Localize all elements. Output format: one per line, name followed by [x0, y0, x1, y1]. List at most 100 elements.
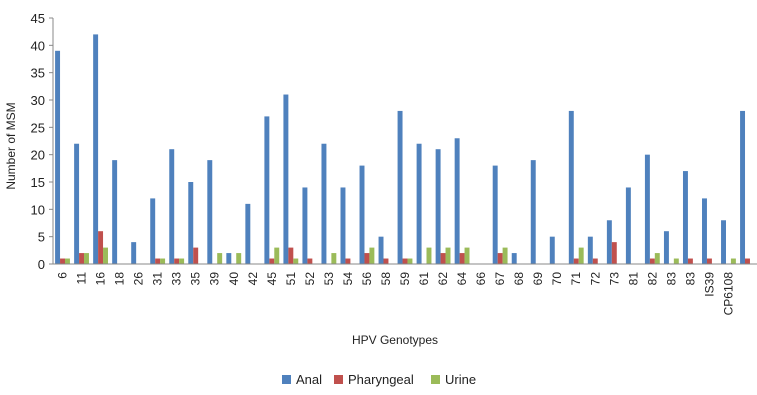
y-tick-label: 10 — [31, 202, 45, 217]
bar-anal-17 — [379, 237, 384, 264]
y-tick-label: 45 — [31, 11, 45, 26]
x-tick-label: 53 — [322, 272, 336, 286]
bar-anal-36 — [740, 111, 745, 264]
bar-urine-20 — [446, 248, 451, 264]
bar-urine-5 — [160, 259, 165, 264]
x-tick-label: 35 — [189, 272, 203, 286]
bar-anal-28 — [588, 237, 593, 264]
bar-urine-21 — [465, 248, 470, 264]
bar-anal-15 — [341, 187, 346, 264]
bar-urine-18 — [407, 259, 412, 264]
bar-urine-8 — [217, 253, 222, 264]
legend-swatch-pharyngeal — [334, 375, 343, 384]
bar-urine-35 — [731, 259, 736, 264]
x-tick-label: 83 — [683, 272, 697, 286]
x-tick-label: 52 — [303, 272, 317, 286]
bar-urine-12 — [293, 259, 298, 264]
x-tick-label: 64 — [455, 272, 469, 286]
x-tick-label: 16 — [94, 272, 108, 286]
bar-pharyngeal-21 — [460, 253, 465, 264]
bar-pharyngeal-6 — [174, 259, 179, 264]
bar-anal-11 — [264, 116, 269, 264]
bar-anal-35 — [721, 220, 726, 264]
bar-pharyngeal-11 — [269, 259, 274, 264]
x-tick-label: 6 — [56, 272, 70, 279]
x-tick-label: 51 — [284, 272, 298, 286]
bar-anal-12 — [283, 95, 288, 264]
y-tick-label: 5 — [38, 230, 45, 245]
x-tick-label: 11 — [75, 272, 89, 285]
bar-pharyngeal-1 — [79, 253, 84, 264]
y-tick-label: 15 — [31, 175, 45, 190]
bar-urine-19 — [427, 248, 432, 264]
bar-urine-23 — [503, 248, 508, 264]
bar-urine-0 — [65, 259, 70, 264]
bar-anal-21 — [455, 138, 460, 264]
bar-pharyngeal-28 — [593, 259, 598, 264]
bar-anal-24 — [512, 253, 517, 264]
bar-anal-9 — [226, 253, 231, 264]
x-tick-labels: 6 11 16 18 26 31 33 35 39 40 42 45 51 52 53 54 56 58 59 61 6… — [56, 272, 736, 316]
bar-pharyngeal-12 — [288, 248, 293, 264]
bar-anal-2 — [93, 34, 98, 264]
bar-urine-9 — [236, 253, 241, 264]
y-tick-label: 35 — [31, 66, 45, 81]
bar-anal-34 — [702, 198, 707, 264]
x-tick-label: 72 — [588, 272, 602, 286]
x-tick-label: 67 — [493, 272, 507, 286]
bar-pharyngeal-27 — [574, 259, 579, 264]
x-tick-label: 61 — [417, 272, 431, 286]
bar-anal-10 — [245, 204, 250, 264]
x-tick-label: 73 — [607, 272, 621, 286]
bar-anal-1 — [74, 144, 79, 264]
bar-anal-7 — [188, 182, 193, 264]
bar-urine-16 — [369, 248, 374, 264]
bar-pharyngeal-15 — [345, 259, 350, 264]
legend-label-anal: Anal — [296, 372, 322, 387]
x-tick-label: 39 — [208, 272, 222, 286]
x-tick-label: 33 — [170, 272, 184, 286]
bar-urine-14 — [331, 253, 336, 264]
bar-anal-19 — [417, 144, 422, 264]
bar-anal-25 — [531, 160, 536, 264]
bar-anal-33 — [683, 171, 688, 264]
x-tick-label: IS39 — [702, 272, 716, 297]
legend: Anal Pharyngeal Urine — [282, 372, 476, 387]
bar-anal-8 — [207, 160, 212, 264]
bar-pharyngeal-7 — [193, 248, 198, 264]
bar-anal-16 — [360, 166, 365, 264]
y-tick-label: 30 — [31, 93, 45, 108]
bar-pharyngeal-13 — [307, 259, 312, 264]
y-tick-label: 0 — [38, 257, 45, 272]
bar-anal-3 — [112, 160, 117, 264]
bar-pharyngeal-23 — [498, 253, 503, 264]
x-tick-label: 56 — [360, 272, 374, 286]
bar-urine-11 — [274, 248, 279, 264]
x-tick-label: 81 — [626, 272, 640, 286]
bar-anal-32 — [664, 231, 669, 264]
x-tick-label: 62 — [436, 272, 450, 286]
bar-urine-32 — [674, 259, 679, 264]
x-tick-label: 70 — [550, 272, 564, 286]
bar-anal-4 — [131, 242, 136, 264]
bar-urine-31 — [655, 253, 660, 264]
bar-pharyngeal-18 — [403, 259, 408, 264]
bar-urine-6 — [179, 259, 184, 264]
y-axis-label: Number of MSM — [4, 102, 18, 189]
bar-pharyngeal-17 — [384, 259, 389, 264]
legend-swatch-urine — [431, 375, 440, 384]
bar-anal-13 — [302, 187, 307, 264]
bar-pharyngeal-2 — [98, 231, 103, 264]
bar-anal-31 — [645, 155, 650, 264]
bar-pharyngeal-16 — [364, 253, 369, 264]
y-tick-labels: 0 5 10 15 20 25 30 35 40 45 — [31, 11, 45, 272]
x-tick-label: 45 — [265, 272, 279, 286]
y-tick-label: 20 — [31, 148, 45, 163]
bar-anal-18 — [398, 111, 403, 264]
bars — [55, 34, 750, 264]
x-tick-label: 58 — [379, 272, 393, 286]
bar-anal-26 — [550, 237, 555, 264]
bar-pharyngeal-20 — [441, 253, 446, 264]
x-tick-label: 68 — [512, 272, 526, 286]
